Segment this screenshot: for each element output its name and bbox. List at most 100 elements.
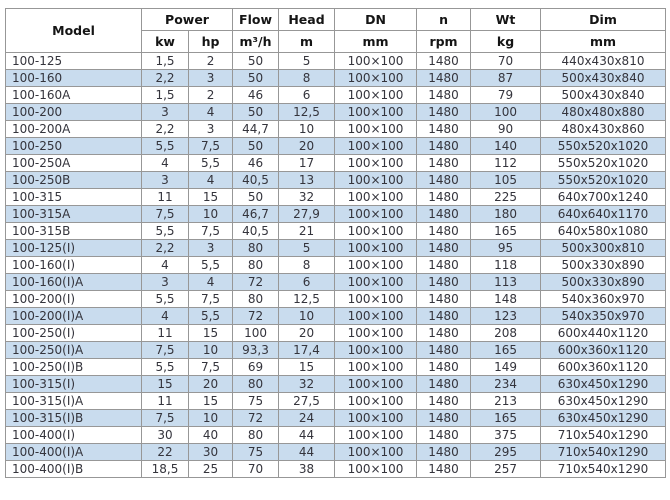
dim-cell: 500x300x810 <box>540 239 667 257</box>
table-row: 100-250(I)B 5,5 7,5 69 15 100×100 1480 149 600x3… <box>5 358 667 376</box>
table-row: 100-315(I)A 11 15 75 27,5 100×100 1480 213 630x4… <box>5 392 667 410</box>
table-row: 100-315B 5,5 7,5 40,5 21 100×100 1480 165 640x58… <box>5 222 667 240</box>
rpm-cell: 1480 <box>416 188 472 206</box>
table-row: 100-315 11 15 50 32 100×100 1480 225 640x700x124… <box>5 188 667 206</box>
dim-cell: 710x540x1290 <box>540 426 667 444</box>
flow-cell: 50 <box>232 103 280 121</box>
dim-cell: 640x640x1170 <box>540 205 667 223</box>
power-kw-cell: 7,5 <box>141 409 189 427</box>
dn-cell: 100×100 <box>334 103 418 121</box>
model-cell: 100-400(I)A <box>5 443 142 461</box>
weight-cell: 118 <box>470 256 542 274</box>
head-cell: 44 <box>278 426 336 444</box>
dim-cell: 500x330x890 <box>540 256 667 274</box>
flow-cell: 75 <box>232 443 280 461</box>
weight-cell: 123 <box>470 307 542 325</box>
dn-cell: 100×100 <box>334 375 418 393</box>
flow-cell: 50 <box>232 137 280 155</box>
rpm-cell: 1480 <box>416 460 472 478</box>
rpm-cell: 1480 <box>416 137 472 155</box>
flow-cell: 80 <box>232 375 280 393</box>
table-row: 100-125 1,5 2 50 5 100×100 1480 70 440x430x810 <box>5 52 667 70</box>
power-hp-cell: 20 <box>187 375 234 393</box>
power-hp-cell: 4 <box>187 273 234 291</box>
dim-cell: 710x540x1290 <box>540 443 667 461</box>
rpm-cell: 1480 <box>416 52 472 70</box>
power-kw-cell: 11 <box>141 324 189 342</box>
dim-cell: 710x540x1290 <box>540 460 667 478</box>
flow-cell: 75 <box>232 392 280 410</box>
dn-cell: 100×100 <box>334 222 418 240</box>
rpm-cell: 1480 <box>416 103 472 121</box>
rpm-cell: 1480 <box>416 273 472 291</box>
head-cell: 32 <box>278 188 336 206</box>
rpm-cell: 1480 <box>416 69 472 87</box>
model-cell: 100-315(I)A <box>5 392 142 410</box>
dn-cell: 100×100 <box>334 154 418 172</box>
head-cell: 27,9 <box>278 205 336 223</box>
model-cell: 100-200(I) <box>5 290 142 308</box>
weight-cell: 257 <box>470 460 542 478</box>
model-cell: 100-315 <box>5 188 142 206</box>
head-cell: 17 <box>278 154 336 172</box>
head-cell: 20 <box>278 137 336 155</box>
rpm-cell: 1480 <box>416 239 472 257</box>
weight-cell: 100 <box>470 103 542 121</box>
power-hp-cell: 25 <box>187 460 234 478</box>
model-cell: 100-250A <box>5 154 142 172</box>
flow-cell: 93,3 <box>232 341 280 359</box>
col-header-kw: kw <box>141 30 189 53</box>
rpm-cell: 1480 <box>416 443 472 461</box>
head-cell: 5 <box>278 239 336 257</box>
col-header-dn: DN <box>334 8 418 31</box>
table-row: 100-400(I) 30 40 80 44 100×100 1480 375 710x540x… <box>5 426 667 444</box>
flow-cell: 46 <box>232 86 280 104</box>
dn-cell: 100×100 <box>334 443 418 461</box>
weight-cell: 87 <box>470 69 542 87</box>
flow-cell: 100 <box>232 324 280 342</box>
table-header: Model Power Flow Head DN n Wt Dim kw hp … <box>5 8 667 53</box>
col-header-model: Model <box>5 8 142 53</box>
table-row: 100-160(I)A 3 4 72 6 100×100 1480 113 500x330x89… <box>5 273 667 291</box>
dim-cell: 500x330x890 <box>540 273 667 291</box>
head-cell: 44 <box>278 443 336 461</box>
power-hp-cell: 10 <box>187 205 234 223</box>
model-cell: 100-200(I)A <box>5 307 142 325</box>
head-cell: 24 <box>278 409 336 427</box>
weight-cell: 180 <box>470 205 542 223</box>
head-cell: 13 <box>278 171 336 189</box>
flow-cell: 69 <box>232 358 280 376</box>
dn-cell: 100×100 <box>334 392 418 410</box>
table-row: 100-200 3 4 50 12,5 100×100 1480 100 480x480x880 <box>5 103 667 121</box>
flow-cell: 44,7 <box>232 120 280 138</box>
dn-cell: 100×100 <box>334 358 418 376</box>
col-header-flow-unit: m³/h <box>232 30 280 53</box>
head-cell: 10 <box>278 120 336 138</box>
col-header-dn-unit: mm <box>334 30 418 53</box>
dim-cell: 500x430x840 <box>540 69 667 87</box>
table-row: 100-160A 1,5 2 46 6 100×100 1480 79 500x430x840 <box>5 86 667 104</box>
rpm-cell: 1480 <box>416 120 472 138</box>
pump-spec-table: Model Power Flow Head DN n Wt Dim kw hp … <box>5 8 667 478</box>
rpm-cell: 1480 <box>416 409 472 427</box>
weight-cell: 112 <box>470 154 542 172</box>
header-row-labels: Model Power Flow Head DN n Wt Dim <box>5 8 667 53</box>
power-hp-cell: 2 <box>187 86 234 104</box>
model-cell: 100-125(I) <box>5 239 142 257</box>
model-cell: 100-250(I) <box>5 324 142 342</box>
dn-cell: 100×100 <box>334 256 418 274</box>
col-header-hp: hp <box>187 30 234 53</box>
dim-cell: 630x450x1290 <box>540 375 667 393</box>
flow-cell: 70 <box>232 460 280 478</box>
flow-cell: 46 <box>232 154 280 172</box>
power-hp-cell: 7,5 <box>187 222 234 240</box>
power-hp-cell: 15 <box>187 392 234 410</box>
weight-cell: 149 <box>470 358 542 376</box>
power-kw-cell: 11 <box>141 188 189 206</box>
table-row: 100-315(I) 15 20 80 32 100×100 1480 234 630x450x… <box>5 375 667 393</box>
model-cell: 100-315A <box>5 205 142 223</box>
power-hp-cell: 4 <box>187 103 234 121</box>
power-hp-cell: 10 <box>187 341 234 359</box>
table-row: 100-200(I)A 4 5,5 72 10 100×100 1480 123 540x350… <box>5 307 667 325</box>
flow-cell: 80 <box>232 426 280 444</box>
